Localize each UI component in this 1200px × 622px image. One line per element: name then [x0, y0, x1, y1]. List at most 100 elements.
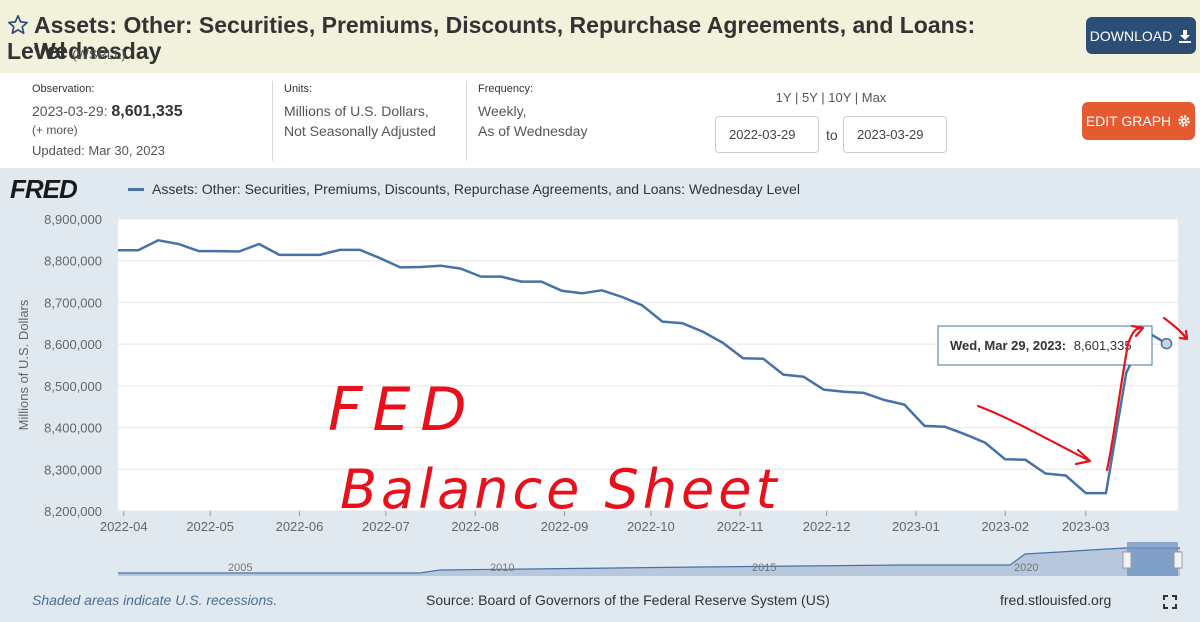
- data-point[interactable]: [1003, 457, 1007, 461]
- site-link[interactable]: fred.stlouisfed.org: [1000, 592, 1112, 608]
- data-point[interactable]: [459, 267, 463, 271]
- data-point[interactable]: [620, 295, 624, 299]
- data-point[interactable]: [499, 275, 503, 279]
- range-links: 1Y | 5Y | 10Y | Max: [775, 90, 887, 105]
- edit-graph-button[interactable]: EDIT GRAPH: [1082, 102, 1195, 140]
- arrow-right-down-head: [1178, 329, 1189, 341]
- x-tick-label: 2023-01: [892, 519, 940, 534]
- data-point[interactable]: [741, 356, 745, 360]
- arrow-head: [1074, 448, 1092, 466]
- observation-label: Observation:: [32, 83, 95, 95]
- data-point[interactable]: [660, 320, 664, 324]
- data-point[interactable]: [923, 424, 927, 428]
- y-tick-labels: 8,200,000 8,300,000 8,400,000 8,500,000 8,60…: [44, 212, 102, 519]
- more-link[interactable]: (+ more): [32, 123, 78, 137]
- navigator-handle-left[interactable]: [1122, 551, 1132, 569]
- y-tick-label: 8,500,000: [44, 379, 102, 394]
- download-button[interactable]: DOWNLOAD: [1086, 17, 1196, 54]
- data-point[interactable]: [439, 264, 443, 268]
- fullscreen-icon[interactable]: [1163, 595, 1177, 609]
- chart-svg: 8,200,000 8,300,000 8,400,000 8,500,000 8,60…: [16, 212, 1189, 576]
- overview-line: [118, 547, 1180, 574]
- units-panel: Units: Millions of U.S. Dollars, Not Sea…: [284, 83, 436, 141]
- data-point[interactable]: [701, 330, 705, 334]
- source-note: Source: Board of Governors of the Federa…: [426, 592, 830, 608]
- data-point[interactable]: [781, 373, 785, 377]
- handwriting-fed: FED: [328, 375, 477, 445]
- data-point[interactable]: [882, 398, 886, 402]
- range-max[interactable]: Max: [861, 90, 887, 105]
- data-point[interactable]: [802, 375, 806, 379]
- data-point[interactable]: [398, 265, 402, 269]
- frequency-panel: Frequency: Weekly, As of Wednesday: [478, 83, 587, 141]
- range-1y[interactable]: 1Y: [775, 90, 792, 105]
- observation-panel: Observation: 2023-03-29: 8,601,335 (+ mo…: [32, 83, 183, 161]
- data-point[interactable]: [963, 432, 967, 436]
- frequency-label: Frequency:: [478, 83, 534, 95]
- data-point[interactable]: [681, 321, 685, 325]
- data-point[interactable]: [519, 280, 523, 284]
- data-point[interactable]: [358, 248, 362, 252]
- tooltip: Wed, Mar 29, 2023: 8,601,335: [937, 325, 1153, 366]
- data-point[interactable]: [338, 248, 342, 252]
- y-tick-label: 8,300,000: [44, 462, 102, 477]
- data-point[interactable]: [378, 256, 382, 260]
- data-point[interactable]: [217, 249, 221, 253]
- data-point[interactable]: [862, 391, 866, 395]
- y-tick-label: 8,400,000: [44, 421, 102, 436]
- data-point[interactable]: [721, 341, 725, 345]
- start-date-input[interactable]: 2022-03-29: [715, 116, 819, 153]
- data-point[interactable]: [116, 248, 120, 252]
- data-point[interactable]: [842, 390, 846, 394]
- data-point[interactable]: [983, 441, 987, 445]
- overview-year-2005: 2005: [228, 562, 252, 574]
- range-5y[interactable]: 5Y: [801, 90, 818, 105]
- data-point[interactable]: [943, 425, 947, 429]
- data-point[interactable]: [640, 303, 644, 307]
- data-point[interactable]: [822, 388, 826, 392]
- x-tick-label: 2023-02: [981, 519, 1029, 534]
- range-10y[interactable]: 10Y: [828, 90, 852, 105]
- overview-navigator[interactable]: 2005 2010 2015 2020: [118, 542, 1183, 576]
- data-point[interactable]: [277, 253, 281, 257]
- navigator-handle-right[interactable]: [1173, 551, 1183, 569]
- data-point[interactable]: [197, 249, 201, 253]
- data-point[interactable]: [418, 265, 422, 269]
- data-point[interactable]: [156, 238, 160, 242]
- data-point[interactable]: [237, 250, 241, 254]
- data-point[interactable]: [902, 403, 906, 407]
- fred-logo[interactable]: FRED: [10, 174, 78, 204]
- frequency-line1: Weekly,: [478, 103, 527, 119]
- data-point[interactable]: [761, 357, 765, 361]
- page-title-line2: Level (WSRLL): [7, 38, 126, 68]
- data-point[interactable]: [176, 242, 180, 246]
- end-date-input[interactable]: 2023-03-29: [843, 116, 947, 153]
- data-point[interactable]: [136, 248, 140, 252]
- navigator-window[interactable]: [1127, 542, 1178, 576]
- data-point[interactable]: [1104, 491, 1108, 495]
- x-tick-label: 2022-04: [100, 519, 148, 534]
- data-point[interactable]: [318, 253, 322, 257]
- data-point[interactable]: [257, 242, 261, 246]
- arrow-down-right: [976, 404, 1090, 462]
- data-point[interactable]: [1124, 371, 1128, 375]
- tooltip-date: Wed, Mar 29, 2023:: [950, 338, 1066, 353]
- data-point[interactable]: [479, 275, 483, 279]
- star-icon[interactable]: [7, 14, 29, 36]
- data-point[interactable]: [580, 291, 584, 295]
- data-point[interactable]: [1023, 458, 1027, 462]
- data-point[interactable]: [600, 288, 604, 292]
- data-point[interactable]: [1044, 471, 1048, 475]
- data-point[interactable]: [1064, 474, 1068, 478]
- data-point[interactable]: [560, 289, 564, 293]
- svg-text:Wed, Mar 29, 2023: 8,6: Wed, Mar 29, 2023: 8,601,335: [950, 338, 1132, 353]
- data-point[interactable]: [539, 280, 543, 284]
- legend-label: Assets: Other: Securities, Premiums, Dis…: [152, 181, 800, 197]
- data-point[interactable]: [1084, 491, 1088, 495]
- hover-marker: [1160, 337, 1173, 350]
- overview-year-2010: 2010: [490, 562, 514, 574]
- x-tick-label: 2023-03: [1062, 519, 1110, 534]
- y-axis-label: Millions of U.S. Dollars: [16, 299, 31, 430]
- legend: Assets: Other: Securities, Premiums, Dis…: [128, 181, 800, 197]
- data-point[interactable]: [297, 253, 301, 257]
